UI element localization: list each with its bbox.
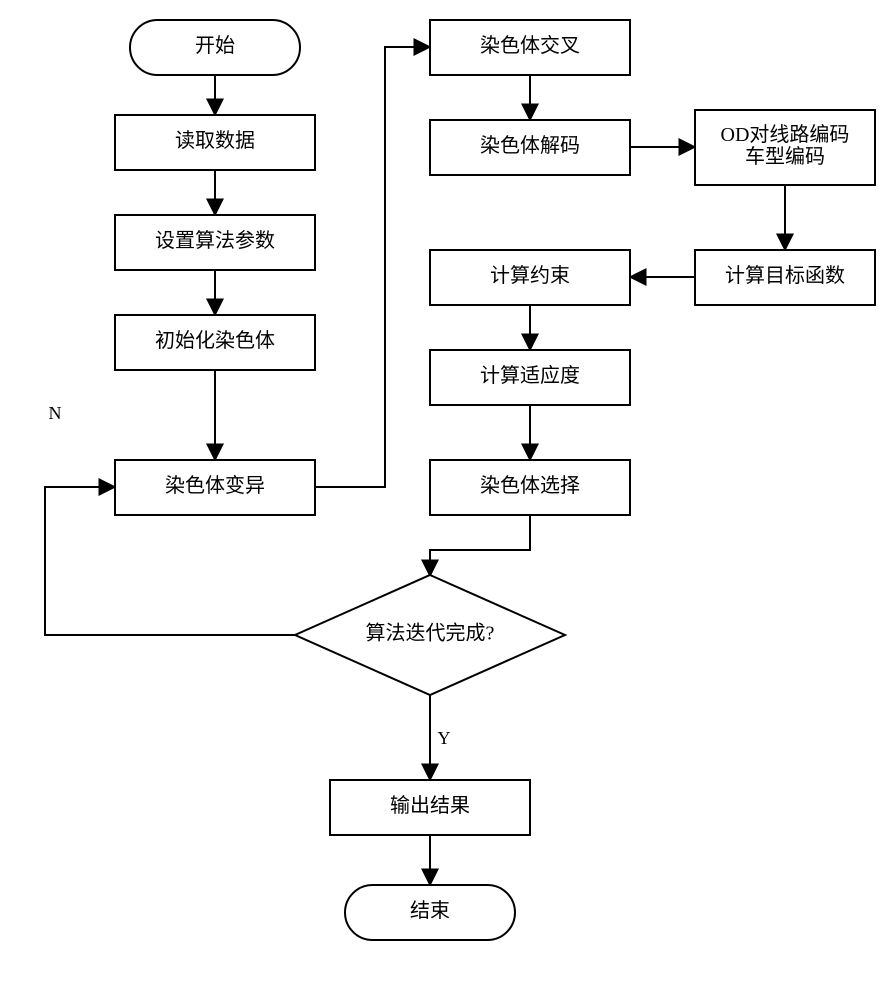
node-label: 染色体选择	[480, 474, 580, 497]
node-label: 结束	[410, 899, 450, 922]
edge-decision-mutation: N	[45, 403, 295, 635]
node-constraint: 计算约束	[430, 250, 630, 305]
node-mutation: 染色体变异	[115, 460, 315, 515]
node-label: 车型编码	[745, 145, 825, 168]
edge-selection-decision	[430, 515, 530, 576]
node-objective: 计算目标函数	[695, 250, 875, 305]
node-start: 开始	[130, 20, 300, 75]
edge-label: N	[49, 403, 62, 423]
node-crossover: 染色体交叉	[430, 20, 630, 75]
node-decision: 算法迭代完成?	[295, 575, 565, 695]
node-label: 算法迭代完成?	[366, 622, 495, 645]
node-output: 输出结果	[330, 780, 530, 835]
edge-decision-output: Y	[430, 695, 451, 780]
node-label: 计算约束	[490, 264, 570, 287]
node-label: 计算目标函数	[725, 264, 845, 287]
node-end: 结束	[345, 885, 515, 940]
flowchart: N Y 开始读取数据设置算法参数初始化染色体染色体变异 染色体交叉染色体解码 OD对线…	[0, 0, 890, 1000]
edge-label: Y	[438, 728, 451, 748]
node-selection: 染色体选择	[430, 460, 630, 515]
node-label: OD对线路编码	[721, 123, 850, 146]
node-label: 染色体变异	[165, 474, 265, 497]
edge-mutation-crossover	[315, 47, 430, 487]
node-label: 初始化染色体	[155, 329, 275, 352]
node-label: 染色体交叉	[480, 34, 580, 57]
node-label: 输出结果	[390, 794, 470, 817]
node-label: 读取数据	[175, 129, 255, 152]
node-read: 读取数据	[115, 115, 315, 170]
node-fitness: 计算适应度	[430, 350, 630, 405]
node-label: 计算适应度	[480, 364, 580, 387]
node-label: 染色体解码	[480, 134, 580, 157]
node-init_chrom: 初始化染色体	[115, 315, 315, 370]
node-label: 开始	[195, 34, 235, 57]
node-decode: 染色体解码	[430, 120, 630, 175]
node-set_params: 设置算法参数	[115, 215, 315, 270]
node-label: 设置算法参数	[155, 229, 275, 252]
node-encoding: OD对线路编码车型编码	[695, 110, 875, 185]
